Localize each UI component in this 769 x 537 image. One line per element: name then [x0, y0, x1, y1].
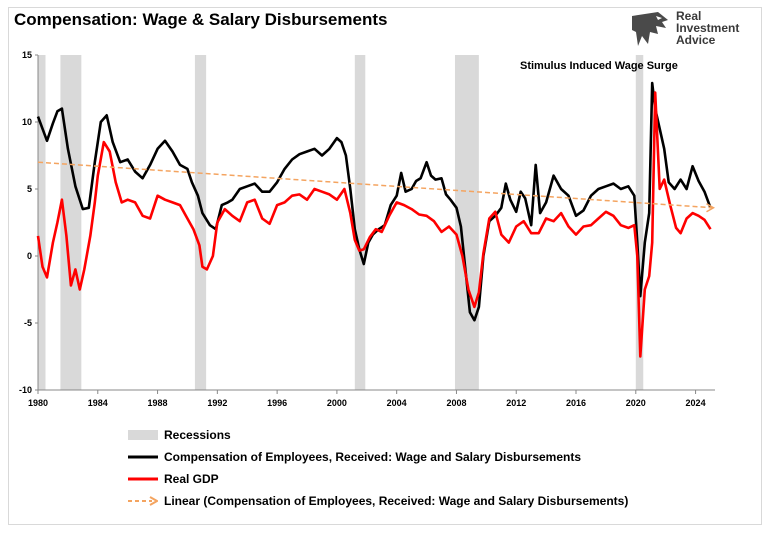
compensation-line: [36, 81, 712, 322]
gdp-line: [36, 91, 712, 358]
y-tick-label: -10: [19, 385, 32, 395]
legend-swatch-trend: [128, 496, 158, 506]
recession-band: [635, 55, 644, 390]
recession-band: [194, 55, 207, 390]
trend-line: [37, 161, 714, 209]
legend-item-recessions: Recessions: [128, 424, 628, 446]
x-tick-label: 2020: [626, 398, 646, 408]
legend-label-gdp: Real GDP: [164, 472, 219, 486]
trend-arrowhead: [706, 203, 716, 213]
y-tick-label: 0: [27, 251, 32, 261]
y-tick-label: 10: [22, 117, 32, 127]
logo-line-1: Real: [676, 9, 702, 23]
legend-item-compensation: Compensation of Employees, Received: Wag…: [128, 446, 628, 468]
legend-label-compensation: Compensation of Employees, Received: Wag…: [164, 450, 582, 464]
chart-legend: Recessions Compensation of Employees, Re…: [128, 424, 628, 512]
x-tick-label: 1980: [28, 398, 48, 408]
x-tick-label: 1992: [207, 398, 227, 408]
x-tick-label: 2000: [327, 398, 347, 408]
legend-label-trend: Linear (Compensation of Employees, Recei…: [164, 494, 629, 508]
legend-swatch-recessions: [128, 430, 158, 440]
legend-label-recessions: Recessions: [164, 428, 231, 442]
y-tick-label: -5: [24, 318, 32, 328]
legend-item-gdp: Real GDP: [128, 468, 628, 490]
recession-band: [454, 55, 479, 390]
x-tick-label: 1988: [148, 398, 168, 408]
legend-item-trend: Linear (Compensation of Employees, Recei…: [128, 490, 628, 512]
eagle-logo-icon: [632, 12, 668, 46]
chart-title: Compensation: Wage & Salary Disbursement…: [14, 10, 388, 29]
x-tick-label: 2008: [446, 398, 466, 408]
chart-annotation: Stimulus Induced Wage Surge: [520, 60, 678, 72]
x-tick-label: 2016: [566, 398, 586, 408]
logo-line-2: Investment: [676, 21, 740, 35]
x-tick-label: 2012: [506, 398, 526, 408]
recession-band: [38, 55, 46, 390]
x-tick-label: 2004: [387, 398, 407, 408]
y-tick-label: 15: [22, 50, 32, 60]
x-tick-label: 1996: [267, 398, 287, 408]
y-tick-label: 5: [27, 184, 32, 194]
x-tick-label: 1984: [88, 398, 108, 408]
legend-swatch-compensation: [128, 455, 158, 459]
legend-swatch-gdp: [128, 477, 158, 481]
brand-logo: Real Investment Advice: [628, 10, 758, 50]
x-tick-label: 2024: [686, 398, 706, 408]
recession-band: [354, 55, 366, 390]
logo-wordmark: Real Investment Advice: [676, 10, 739, 46]
logo-line-3: Advice: [676, 33, 716, 47]
